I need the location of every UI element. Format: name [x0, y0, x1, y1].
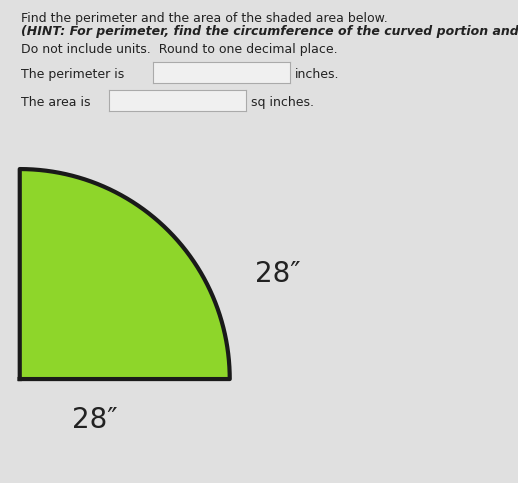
Text: (HINT: For perimeter, find the circumference of the curved portion and add the l: (HINT: For perimeter, find the circumfer…	[21, 25, 518, 38]
Text: The area is: The area is	[21, 96, 90, 109]
Text: 28″: 28″	[255, 260, 300, 288]
Text: Do not include units.  Round to one decimal place.: Do not include units. Round to one decim…	[21, 43, 337, 57]
Text: The perimeter is: The perimeter is	[21, 68, 124, 81]
Text: Find the perimeter and the area of the shaded area below.: Find the perimeter and the area of the s…	[21, 12, 387, 25]
Text: sq inches.: sq inches.	[251, 96, 314, 109]
Polygon shape	[20, 169, 230, 379]
Text: 28″: 28″	[72, 406, 118, 434]
Text: inches.: inches.	[295, 68, 340, 81]
